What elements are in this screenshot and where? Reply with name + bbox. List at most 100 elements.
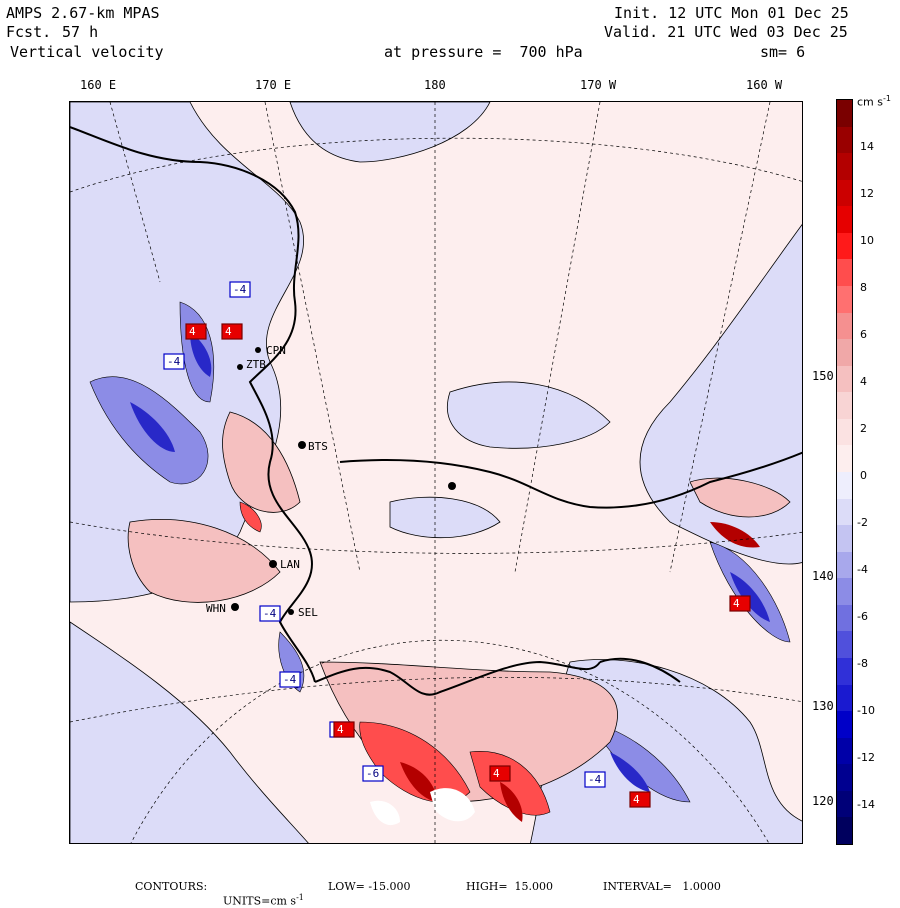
contour-label-box	[221, 323, 243, 340]
contour-label-text: -4	[588, 773, 602, 786]
colorbar-tick-label: -14	[857, 798, 875, 811]
contour-label-text: -4	[233, 283, 247, 296]
colorbar-segment	[837, 126, 852, 154]
lon-label: 180	[424, 78, 446, 92]
colorbar-segment	[837, 737, 852, 765]
colorbar-segment	[837, 684, 852, 712]
colorbar-segment	[837, 817, 852, 845]
contour-label-box	[163, 353, 185, 370]
colorbar-segment	[837, 153, 852, 181]
station-label-bts: BTS	[308, 440, 328, 453]
footer-contours: CONTOURS:	[135, 880, 208, 893]
colorbar-segment	[837, 339, 852, 367]
contour-label-text: 4	[493, 767, 500, 780]
deep-ascent	[400, 522, 760, 822]
station-markers	[231, 347, 456, 615]
smoothing: sm= 6	[760, 43, 806, 61]
station-label-cpn: CPN	[266, 344, 286, 357]
contour-label-text: -4	[167, 355, 181, 368]
colorbar	[836, 99, 853, 845]
contour-box-labels: -44-44-4-84-64-44-44	[163, 281, 751, 808]
field-name: Vertical velocity	[10, 43, 164, 61]
colorbar-segment	[837, 100, 852, 128]
valid-time: Valid. 21 UTC Wed 03 Dec 25	[604, 23, 848, 41]
contour-label-text: -4	[263, 607, 277, 620]
station-label-lan: LAN	[280, 558, 300, 571]
contour-label-box	[229, 281, 251, 298]
contour-label-text: -6	[366, 767, 379, 780]
contour-label-text: -4	[283, 673, 297, 686]
contour-label-text: 4	[633, 793, 640, 806]
coastline	[70, 126, 802, 696]
descent-regions	[70, 102, 802, 843]
colorbar-segment	[837, 365, 852, 393]
colorbar-tick-label: 0	[860, 469, 867, 482]
contour-label-box	[489, 765, 511, 782]
contour-label-box	[584, 771, 606, 788]
colorbar-segment	[837, 525, 852, 553]
missing-data	[370, 788, 475, 826]
contour-label-text: 4	[733, 597, 740, 610]
colorbar-tick-label: 12	[860, 187, 874, 200]
colorbar-tick-label: 14	[860, 140, 874, 153]
colorbar-tick-label: -6	[857, 610, 868, 623]
contour-label-text: 4	[337, 723, 344, 736]
colorbar-segment	[837, 631, 852, 659]
footer-units: UNITS=cm s-1	[223, 893, 304, 908]
contour-label-box	[729, 595, 751, 612]
contour-label-box	[259, 605, 281, 622]
footer-low: LOW= -15.000	[328, 880, 411, 893]
init-time: Init. 12 UTC Mon 01 Dec 25	[614, 4, 849, 22]
contour-label-box	[185, 323, 207, 340]
contour-label-box	[362, 765, 384, 782]
colorbar-segment	[837, 604, 852, 632]
colorbar-segment	[837, 418, 852, 446]
colorbar-tick-label: 8	[860, 281, 867, 294]
colorbar-segment	[837, 312, 852, 340]
lon-label: 170 E	[255, 78, 292, 92]
colorbar-segment	[837, 658, 852, 686]
colorbar-tick-label: -4	[857, 563, 868, 576]
contour-label-box	[629, 791, 651, 808]
station-label-whn: WHN	[206, 602, 226, 615]
colorbar-tick-label: -10	[857, 704, 875, 717]
colorbar-tick-label: -8	[857, 657, 868, 670]
lon-label: 160 E	[80, 78, 117, 92]
colorbar-segment	[837, 790, 852, 818]
colorbar-segment	[837, 578, 852, 606]
contour-label-box	[279, 671, 301, 688]
colorbar-unit: cm s-1	[857, 94, 891, 109]
station-label-ztb: ZTB	[246, 358, 266, 371]
colorbar-segment	[837, 232, 852, 260]
lon-label: 160 W	[746, 78, 783, 92]
model-title: AMPS 2.67-km MPAS	[6, 4, 160, 22]
colorbar-tick-label: 2	[860, 422, 867, 435]
colorbar-segment	[837, 286, 852, 314]
colorbar-segment	[837, 179, 852, 207]
colorbar-segment	[837, 711, 852, 739]
colorbar-segment	[837, 551, 852, 579]
colorbar-segment	[837, 445, 852, 473]
station-label-sel: SEL	[298, 606, 318, 619]
colorbar-segment	[837, 259, 852, 287]
contour-label-box	[333, 721, 355, 738]
contour-label-text: 4	[225, 325, 232, 338]
forecast-label: Fcst.	[6, 23, 52, 41]
lon-label: 170 W	[580, 78, 617, 92]
colorbar-tick-label: -12	[857, 751, 875, 764]
colorbar-tick-label: 4	[860, 375, 867, 388]
colorbar-tick-label: 10	[860, 234, 874, 247]
colorbar-tick-label: -2	[857, 516, 868, 529]
colorbar-segment	[837, 392, 852, 420]
colorbar-segment	[837, 498, 852, 526]
footer-interval: INTERVAL= 1.0000	[603, 880, 721, 893]
colorbar-segment	[837, 206, 852, 234]
contour-label-text: 4	[189, 325, 196, 338]
colorbar-tick-label: 6	[860, 328, 867, 341]
colorbar-segment	[837, 472, 852, 500]
footer-high: HIGH= 15.000	[466, 880, 554, 893]
colorbar-segment	[837, 764, 852, 792]
forecast-hour: 57 h	[62, 23, 99, 41]
